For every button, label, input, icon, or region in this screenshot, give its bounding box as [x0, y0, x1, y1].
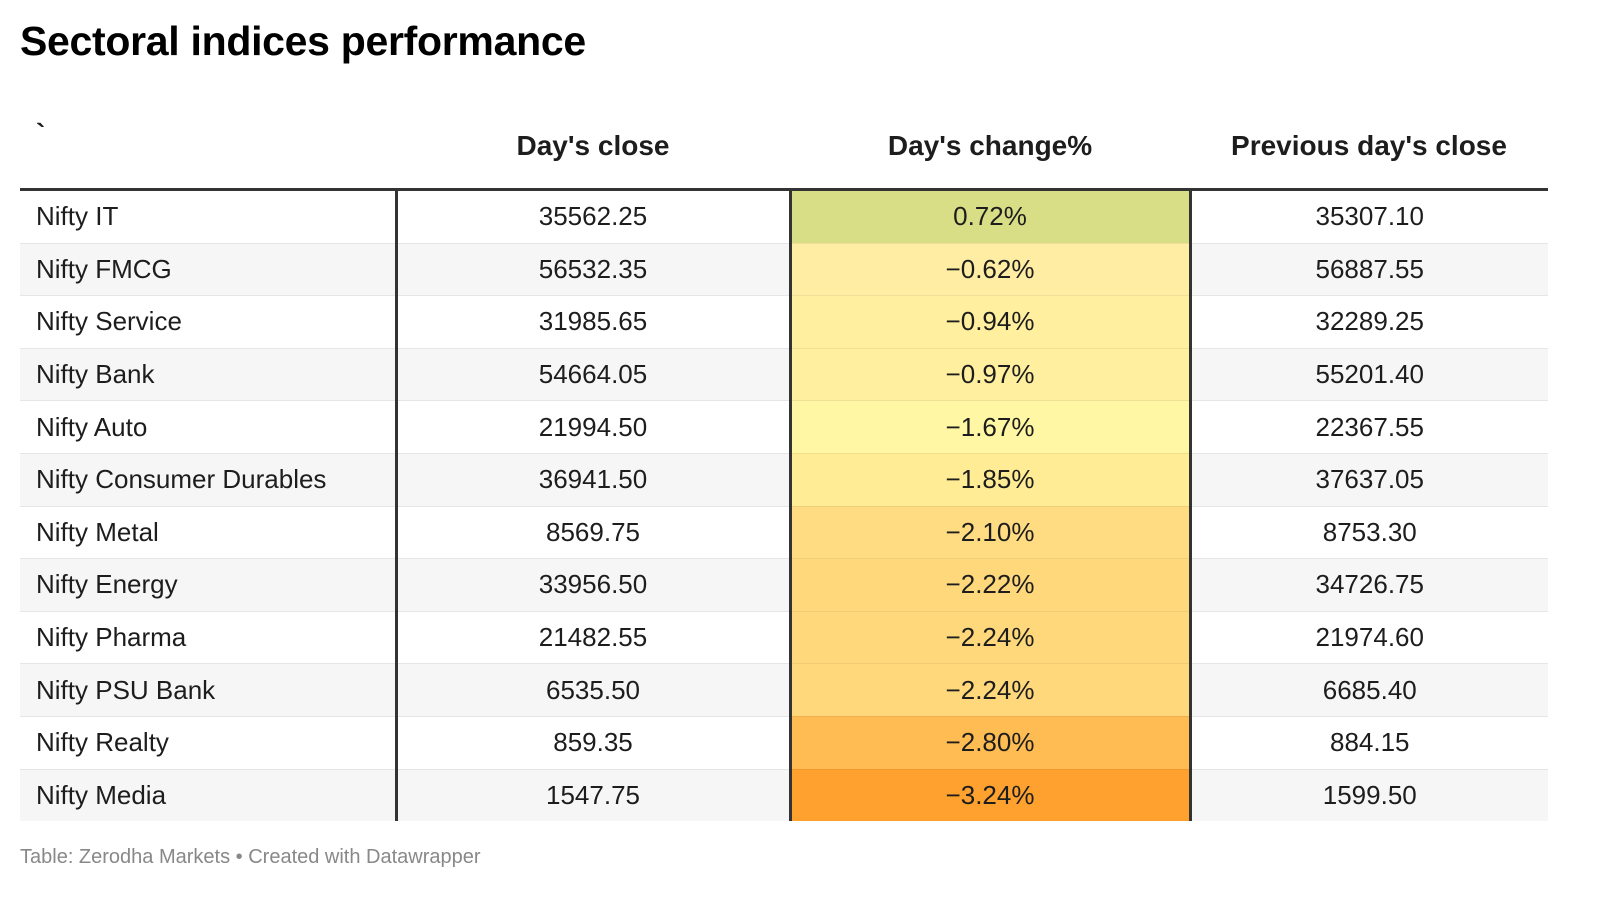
index-name-cell: Nifty Energy: [20, 558, 398, 612]
days-change-cell: −2.10%: [788, 506, 1192, 560]
index-name-cell: Nifty Auto: [20, 400, 398, 454]
days-close-cell: 8569.75: [396, 506, 790, 560]
prev-close-cell: 34726.75: [1190, 558, 1548, 612]
days-close-cell: 33956.50: [396, 558, 790, 612]
prev-close-cell: 21974.60: [1190, 611, 1548, 665]
chart-title: Sectoral indices performance: [20, 18, 586, 64]
header-index: `: [20, 104, 396, 191]
days-change-cell: −2.80%: [788, 716, 1192, 770]
days-close-cell: 859.35: [396, 716, 790, 770]
days-change-cell: −2.24%: [788, 663, 1192, 717]
table-row: Nifty Media 1547.75 −3.24% 1599.50: [20, 769, 1548, 822]
days-change-cell: 0.72%: [788, 189, 1192, 244]
days-close-cell: 36941.50: [396, 453, 790, 507]
prev-close-cell: 8753.30: [1190, 506, 1548, 560]
table-row: Nifty Realty 859.35 −2.80% 884.15: [20, 716, 1548, 770]
header-days-close: Day's close: [396, 104, 790, 191]
prev-close-cell: 35307.10: [1190, 189, 1548, 244]
prev-close-cell: 37637.05: [1190, 453, 1548, 507]
index-name-cell: Nifty Bank: [20, 348, 398, 402]
index-name-cell: Nifty Realty: [20, 716, 398, 770]
table-row: Nifty Energy 33956.50 −2.22% 34726.75: [20, 558, 1548, 612]
days-close-cell: 6535.50: [396, 663, 790, 717]
table-row: Nifty Bank 54664.05 −0.97% 55201.40: [20, 348, 1548, 402]
days-close-cell: 35562.25: [396, 189, 790, 244]
index-name-cell: Nifty FMCG: [20, 243, 398, 297]
table-header-row: ` Day's close Day's change% Previous day…: [20, 104, 1548, 191]
table-row: Nifty FMCG 56532.35 −0.62% 56887.55: [20, 243, 1548, 297]
days-close-cell: 21482.55: [396, 611, 790, 665]
index-name-cell: Nifty Consumer Durables: [20, 453, 398, 507]
days-change-cell: −1.85%: [788, 453, 1192, 507]
table-row: Nifty IT 35562.25 0.72% 35307.10: [20, 189, 1548, 244]
days-change-cell: −2.24%: [788, 611, 1192, 665]
index-name-cell: Nifty Pharma: [20, 611, 398, 665]
prev-close-cell: 55201.40: [1190, 348, 1548, 402]
days-close-cell: 56532.35: [396, 243, 790, 297]
index-name-cell: Nifty PSU Bank: [20, 663, 398, 717]
sector-table-container: ` Day's close Day's change% Previous day…: [20, 104, 1548, 822]
days-close-cell: 31985.65: [396, 295, 790, 349]
prev-close-cell: 6685.40: [1190, 663, 1548, 717]
prev-close-cell: 22367.55: [1190, 400, 1548, 454]
days-change-cell: −1.67%: [788, 400, 1192, 454]
days-change-cell: −0.94%: [788, 295, 1192, 349]
index-name-cell: Nifty Metal: [20, 506, 398, 560]
prev-close-cell: 32289.25: [1190, 295, 1548, 349]
index-name-cell: Nifty IT: [20, 189, 398, 244]
index-name-cell: Nifty Service: [20, 295, 398, 349]
source-footer: Table: Zerodha Markets • Created with Da…: [20, 846, 481, 868]
days-close-cell: 54664.05: [396, 348, 790, 402]
table-row: Nifty Metal 8569.75 −2.10% 8753.30: [20, 506, 1548, 560]
table-row: Nifty Pharma 21482.55 −2.24% 21974.60: [20, 611, 1548, 665]
header-days-change: Day's change%: [790, 104, 1190, 191]
sector-table: ` Day's close Day's change% Previous day…: [20, 104, 1548, 822]
days-change-cell: −2.22%: [788, 558, 1192, 612]
days-change-cell: −0.97%: [788, 348, 1192, 402]
days-change-cell: −3.24%: [788, 769, 1192, 822]
days-close-cell: 21994.50: [396, 400, 790, 454]
prev-close-cell: 884.15: [1190, 716, 1548, 770]
prev-close-cell: 56887.55: [1190, 243, 1548, 297]
days-close-cell: 1547.75: [396, 769, 790, 822]
table-row: Nifty PSU Bank 6535.50 −2.24% 6685.40: [20, 663, 1548, 717]
table-row: Nifty Consumer Durables 36941.50 −1.85% 376…: [20, 453, 1548, 507]
index-name-cell: Nifty Media: [20, 769, 398, 822]
header-prev-close: Previous day's close: [1190, 104, 1548, 191]
days-change-cell: −0.62%: [788, 243, 1192, 297]
table-row: Nifty Auto 21994.50 −1.67% 22367.55: [20, 400, 1548, 454]
table-row: Nifty Service 31985.65 −0.94% 32289.25: [20, 295, 1548, 349]
prev-close-cell: 1599.50: [1190, 769, 1548, 822]
table-body: Nifty IT 35562.25 0.72% 35307.10 Nifty FMCG 5…: [20, 189, 1548, 822]
